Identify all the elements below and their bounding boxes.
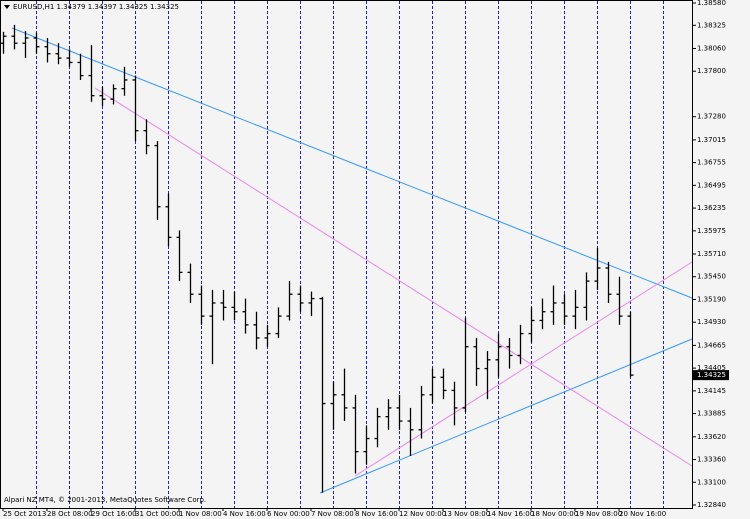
footer: Alpari NZ MT4, © 2001-2013, MetaQuotes S… (4, 496, 206, 504)
price-bars (0, 24, 634, 493)
y-tick-label: 1.35975 (697, 227, 726, 235)
y-tick-label: 1.38325 (697, 21, 726, 29)
y-tick-label: 1.37280 (697, 113, 726, 121)
x-tick-label: 13 Nov 08:00 (443, 510, 490, 518)
y-tick-label: 1.33360 (697, 456, 726, 464)
x-tick-label: 7 Nov 08:00 (311, 510, 354, 518)
trendline (354, 261, 693, 477)
x-tick-label: 25 Oct 2013 (3, 510, 46, 518)
y-tick-label: 1.35710 (697, 250, 726, 258)
x-tick-label: 1 Nov 08:00 (179, 510, 222, 518)
y-tick-label: 1.35190 (697, 295, 726, 303)
y-tick-label: 1.34665 (697, 341, 726, 349)
y-tick-label: 1.34930 (697, 318, 726, 326)
trendline (11, 27, 693, 299)
menu-arrow[interactable] (4, 5, 10, 9)
y-tick-label: 1.38060 (697, 44, 726, 52)
y-tick-label: 1.36235 (697, 204, 726, 212)
current-price-label: 1.34325 (697, 371, 726, 379)
x-tick-label: 19 Nov 08:00 (575, 510, 622, 518)
y-tick-label: 1.34145 (697, 387, 726, 395)
chart-title: EURUSD,H1 1.34379 1.34397 1.34325 1.3432… (13, 3, 179, 11)
x-tick-label: 18 Nov 00:00 (531, 510, 578, 518)
x-tick-label: 4 Nov 16:00 (223, 510, 266, 518)
x-tick-label: 14 Nov 16:00 (487, 510, 534, 518)
x-tick-label: 12 Nov 00:00 (399, 510, 446, 518)
y-tick-label: 1.33620 (697, 433, 726, 441)
y-tick-label: 1.37800 (697, 67, 726, 75)
x-tick-label: 8 Nov 16:00 (355, 510, 398, 518)
x-tick-label: 28 Oct 08:00 (47, 510, 93, 518)
x-tick-label: 6 Nov 00:00 (267, 510, 310, 518)
y-tick-label: 1.35450 (697, 273, 726, 281)
x-tick-label: 20 Nov 16:00 (619, 510, 666, 518)
x-tick-label: 31 Oct 00:00 (135, 510, 181, 518)
y-tick-label: 1.32840 (697, 501, 726, 509)
current-price-box (693, 370, 729, 381)
trendline (94, 87, 693, 467)
y-tick-label: 1.33885 (697, 410, 726, 418)
y-tick-label: 1.36495 (697, 181, 726, 189)
y-tick-label: 1.33100 (697, 478, 726, 486)
y-tick-label: 1.37015 (697, 136, 726, 144)
y-tick-label: 1.34405 (697, 364, 726, 372)
y-tick-label: 1.36755 (697, 159, 726, 167)
x-tick-label: 29 Oct 16:00 (91, 510, 137, 518)
y-tick-label: 1.38580 (697, 0, 726, 7)
